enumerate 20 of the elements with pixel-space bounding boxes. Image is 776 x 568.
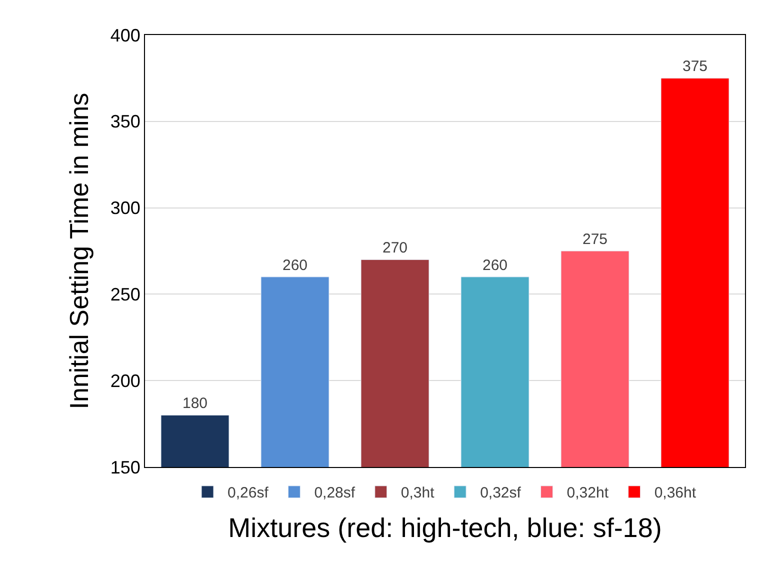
y-tick-label: 250 — [110, 284, 140, 304]
legend-label: 0,26sf — [228, 484, 270, 502]
data-label: 375 — [682, 58, 708, 76]
data-label: 260 — [282, 256, 308, 274]
y-tick-label: 350 — [110, 112, 140, 132]
legend-label: 0,32ht — [566, 484, 610, 502]
data-label: 275 — [582, 231, 608, 248]
legend-label: 0,32sf — [480, 484, 522, 502]
x-axis-title: Mixtures (red: high-tech, blue: sf-18) — [228, 512, 662, 543]
data-label: 180 — [182, 395, 208, 412]
data-label: 270 — [382, 240, 408, 257]
legend-label: 0,28sf — [314, 484, 356, 502]
legend-label: 0,36ht — [654, 484, 697, 502]
y-tick-label: 400 — [110, 25, 140, 46]
y-tick-label: 300 — [110, 198, 140, 218]
data-label: 260 — [482, 256, 508, 274]
y-axis-title: Innitial Setting Time in mins — [64, 92, 94, 410]
y-tick-label: 150 — [110, 457, 140, 478]
y-tick-label: 200 — [110, 370, 140, 391]
legend-label: 0,3ht — [400, 484, 436, 502]
